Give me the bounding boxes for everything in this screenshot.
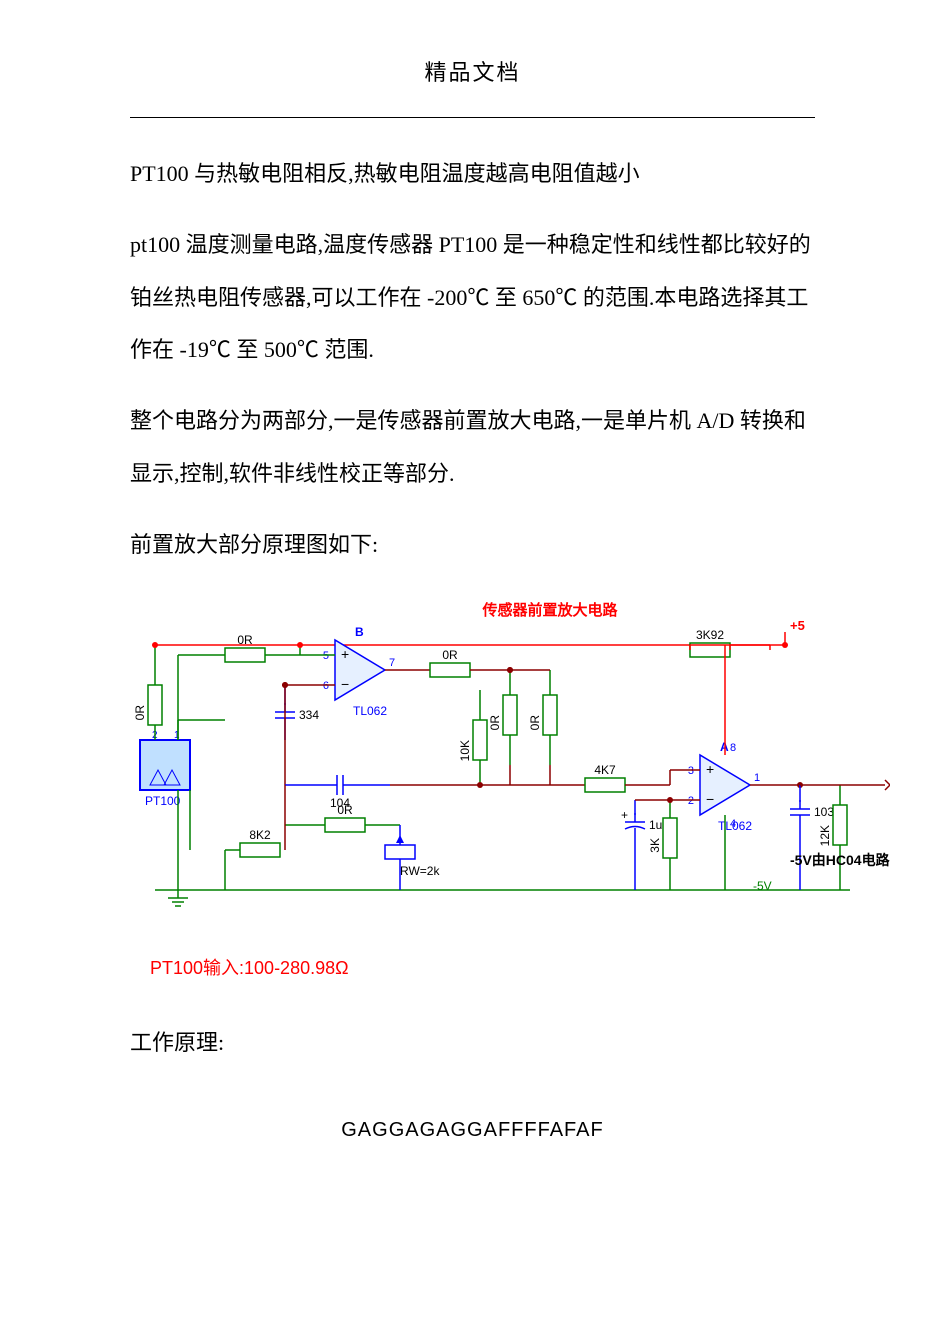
svg-text:RW=2k: RW=2k xyxy=(400,864,440,878)
svg-text:8K2: 8K2 xyxy=(249,828,271,842)
svg-text:B: B xyxy=(355,625,364,639)
svg-text:1: 1 xyxy=(754,772,760,784)
paragraph-1: PT100 与热敏电阻相反,热敏电阻温度越高电阻值越小 xyxy=(130,148,815,201)
footer-code: GAGGAGAGGAFFFFAFAF xyxy=(0,1119,945,1142)
svg-text:TL062: TL062 xyxy=(353,704,387,718)
svg-text:6: 6 xyxy=(323,680,329,692)
svg-text:传感器前置放大电路: 传感器前置放大电路 xyxy=(481,601,618,619)
circuit-diagram: 传感器前置放大电路PT100210R0R+−TL062B5673340R0R0R… xyxy=(130,590,815,991)
svg-text:4: 4 xyxy=(730,818,736,830)
paragraph-5: 工作原理: xyxy=(130,1017,815,1070)
document-body: PT100 与热敏电阻相反,热敏电阻温度越高电阻值越小 pt100 温度测量电路… xyxy=(130,148,815,1069)
header-rule xyxy=(130,117,815,118)
svg-text:+: + xyxy=(341,646,349,662)
svg-text:1: 1 xyxy=(174,730,180,741)
paragraph-3: 整个电路分为两部分,一是传感器前置放大电路,一是单片机 A/D 转换和显示,控制… xyxy=(130,395,815,501)
svg-text:+: + xyxy=(621,808,628,822)
circuit-svg: 传感器前置放大电路PT100210R0R+−TL062B5673340R0R0R… xyxy=(130,590,890,920)
svg-text:+5: +5 xyxy=(790,618,805,633)
svg-text:3: 3 xyxy=(688,765,694,777)
svg-text:-5V: -5V xyxy=(753,879,772,893)
svg-text:+: + xyxy=(706,761,714,777)
svg-text:0R: 0R xyxy=(528,714,542,730)
svg-text:0R: 0R xyxy=(442,648,458,662)
svg-text:4K7: 4K7 xyxy=(594,763,616,777)
svg-text:−: − xyxy=(341,676,349,692)
svg-text:103: 103 xyxy=(814,805,834,819)
svg-text:334: 334 xyxy=(299,708,319,722)
svg-text:-5V由HC04电路: -5V由HC04电路 xyxy=(790,852,890,868)
svg-text:7: 7 xyxy=(389,657,395,669)
svg-text:12K: 12K xyxy=(818,825,832,846)
svg-text:−: − xyxy=(706,791,714,807)
svg-text:0R: 0R xyxy=(337,803,353,817)
page-header-title: 精品文档 xyxy=(0,55,945,87)
paragraph-4: 前置放大部分原理图如下: xyxy=(130,519,815,572)
svg-text:3K92: 3K92 xyxy=(696,628,724,642)
svg-text:1u: 1u xyxy=(649,818,662,832)
svg-text:10K: 10K xyxy=(458,740,472,761)
svg-text:5: 5 xyxy=(323,650,329,662)
paragraph-2: pt100 温度测量电路,温度传感器 PT100 是一种稳定性和线性都比较好的铂… xyxy=(130,219,815,377)
svg-text:8: 8 xyxy=(730,742,736,754)
svg-text:0R: 0R xyxy=(133,704,147,720)
svg-text:3K: 3K xyxy=(648,838,662,853)
svg-text:2: 2 xyxy=(688,795,694,807)
diagram-input-caption: PT100输入:100-280.98Ω xyxy=(150,947,815,990)
svg-text:0R: 0R xyxy=(237,633,253,647)
document-page: 精品文档 PT100 与热敏电阻相反,热敏电阻温度越高电阻值越小 pt100 温… xyxy=(0,0,945,1182)
svg-text:0R: 0R xyxy=(488,714,502,730)
svg-text:PT100: PT100 xyxy=(145,794,181,808)
